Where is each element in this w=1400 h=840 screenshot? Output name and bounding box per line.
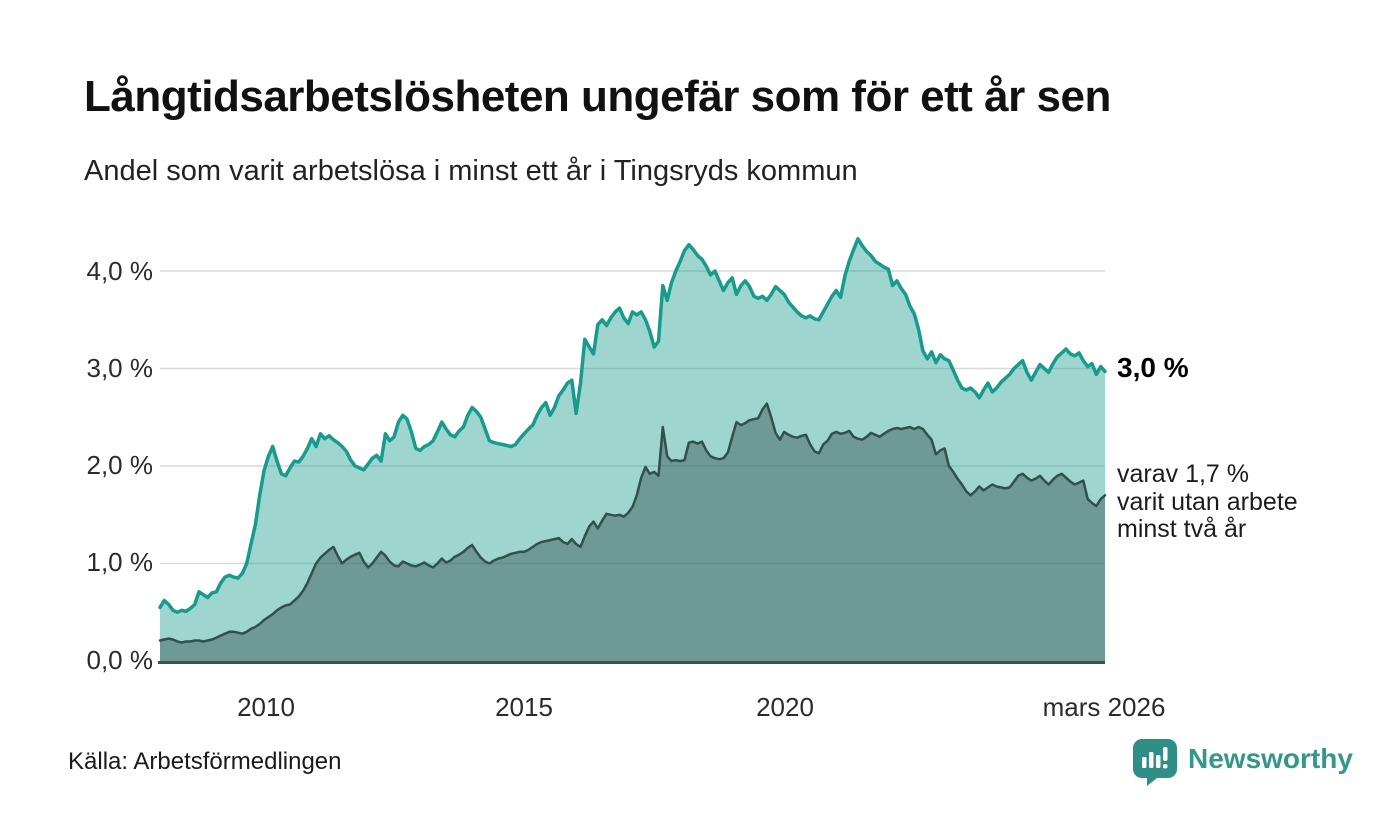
latest-two-years-line-2: varit utan arbete (1117, 487, 1298, 516)
latest-two-years-label: varav 1,7 % varit utan arbete minst två … (1117, 460, 1298, 544)
source-attribution: Källa: Arbetsförmedlingen (68, 748, 342, 775)
page-subtitle: Andel som varit arbetslösa i minst ett å… (84, 155, 858, 187)
x-axis-label-2020: 2020 (756, 692, 814, 722)
y-axis-label-4: 4,0 % (86, 256, 154, 286)
newsworthy-bubble-icon (1133, 739, 1177, 786)
latest-two-years-line-3: minst två år (1117, 515, 1247, 543)
newsworthy-logo: Newsworthy (1132, 738, 1353, 786)
page-title: Långtidsarbetslösheten ungefär som för e… (84, 72, 1111, 121)
y-axis-label-3: 3,0 % (86, 353, 154, 383)
y-axis-label-2: 2,0 % (86, 450, 154, 480)
y-axis-label-0: 0,0 % (86, 645, 154, 675)
latest-two-years-line-1: varav 1,7 % (1117, 460, 1250, 488)
x-axis-label-2010: 2010 (237, 692, 295, 722)
newsworthy-wordmark: Newsworthy (1188, 743, 1353, 774)
x-axis-label-latest: mars 2026 (1042, 692, 1166, 722)
latest-total-value-label: 3,0 % (1117, 352, 1189, 383)
x-axis-label-2015: 2015 (495, 692, 553, 722)
y-axis-label-1: 1,0 % (86, 547, 154, 577)
